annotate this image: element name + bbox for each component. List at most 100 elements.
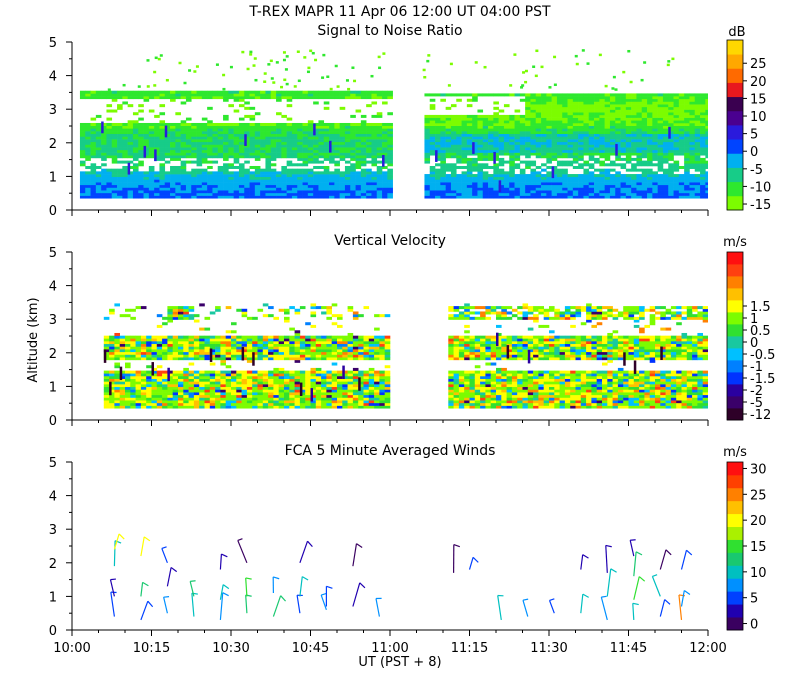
snr-cell xyxy=(191,184,197,188)
velocity-cell xyxy=(130,375,136,379)
snr-cell xyxy=(641,149,648,153)
snr-cell xyxy=(705,139,708,143)
snr-cell xyxy=(493,157,499,161)
snr-cell xyxy=(694,120,701,124)
snr-cell xyxy=(668,109,674,113)
velocity-cell xyxy=(167,392,173,396)
snr-cell xyxy=(530,149,537,153)
velocity-cell xyxy=(241,314,248,318)
snr-cell xyxy=(689,128,696,132)
snr-cell xyxy=(196,157,203,161)
snr-cell xyxy=(376,192,383,196)
snr-cell xyxy=(652,93,658,97)
snr-cell xyxy=(541,133,547,137)
velocity-cell xyxy=(188,362,195,366)
snr-cell xyxy=(631,157,637,161)
snr-cell xyxy=(127,144,134,148)
velocity-cell xyxy=(135,375,142,379)
snr-cell xyxy=(684,98,690,102)
velocity-cell xyxy=(241,397,248,401)
snr-cell xyxy=(164,139,171,143)
snr-cell xyxy=(170,187,176,191)
snr-cell xyxy=(488,190,494,194)
velocity-cell xyxy=(262,375,269,379)
snr-cell xyxy=(265,192,272,196)
snr-cell xyxy=(313,157,319,161)
snr-cell xyxy=(334,195,340,199)
snr-speckle xyxy=(153,84,157,87)
velocity-cell xyxy=(204,402,211,406)
snr-cell xyxy=(700,157,706,161)
snr-cell xyxy=(164,93,171,97)
snr-cell xyxy=(684,160,690,164)
snr-cell xyxy=(344,160,351,164)
snr-cell xyxy=(366,149,372,153)
snr-cell xyxy=(148,176,155,180)
snr-cell xyxy=(519,144,526,148)
snr-cell xyxy=(583,101,590,105)
velocity-cell xyxy=(262,400,269,404)
snr-cell xyxy=(117,187,123,191)
snr-speckle xyxy=(314,58,318,62)
velocity-cell xyxy=(321,311,327,315)
snr-cell xyxy=(223,114,229,118)
velocity-cell xyxy=(188,354,195,358)
snr-cell xyxy=(85,190,91,194)
snr-cell xyxy=(567,155,574,159)
snr-speckle xyxy=(351,66,355,69)
snr-speckle xyxy=(249,50,253,54)
snr-cell xyxy=(705,163,708,167)
velocity-cell xyxy=(162,400,168,404)
snr-cell xyxy=(678,190,685,194)
snr-cell xyxy=(461,120,468,124)
snr-cell xyxy=(270,122,277,126)
velocity-cell xyxy=(262,335,269,339)
snr-cell xyxy=(265,93,272,97)
velocity-cell xyxy=(178,346,184,350)
snr-cell xyxy=(578,125,584,129)
snr-cell xyxy=(556,139,563,143)
snr-cell xyxy=(387,171,393,175)
snr-speckle xyxy=(222,73,226,77)
snr-cell xyxy=(466,184,473,188)
velocity-cell xyxy=(151,375,158,379)
velocity-cell xyxy=(299,397,306,401)
velocity-cell xyxy=(273,386,279,390)
snr-cell xyxy=(339,179,346,183)
velocity-cell xyxy=(321,405,327,409)
snr-cell xyxy=(117,104,123,108)
snr-cell xyxy=(641,192,648,196)
snr-cell xyxy=(625,147,632,151)
snr-cell xyxy=(201,147,208,151)
snr-cell xyxy=(429,147,436,151)
snr-cell xyxy=(154,147,160,151)
snr-cell xyxy=(620,144,627,148)
velocity-cell xyxy=(294,384,301,388)
velocity-cell xyxy=(241,405,248,409)
velocity-cell xyxy=(125,394,131,398)
snr-cell xyxy=(435,182,441,186)
snr-cell xyxy=(631,133,637,137)
velocity-cell xyxy=(289,354,295,358)
snr-cell xyxy=(556,106,563,110)
velocity-cell xyxy=(183,394,189,398)
velocity-cell xyxy=(151,405,158,409)
snr-speckle xyxy=(178,61,182,65)
velocity-cell xyxy=(109,354,115,358)
snr-cell xyxy=(159,190,166,194)
snr-cell xyxy=(604,171,611,175)
snr-cell xyxy=(572,133,579,137)
snr-cell xyxy=(355,109,362,113)
snr-cell xyxy=(122,155,128,159)
velocity-cell xyxy=(305,375,311,379)
snr-cell xyxy=(641,195,648,199)
snr-cell xyxy=(159,152,166,156)
velocity-cell xyxy=(125,357,131,361)
snr-cell xyxy=(254,131,261,135)
velocity-cell xyxy=(231,384,237,388)
snr-cell xyxy=(387,96,393,100)
snr-cell xyxy=(339,139,346,143)
snr-cell xyxy=(493,93,499,97)
snr-cell xyxy=(509,179,515,183)
velocity-cell xyxy=(162,335,168,339)
